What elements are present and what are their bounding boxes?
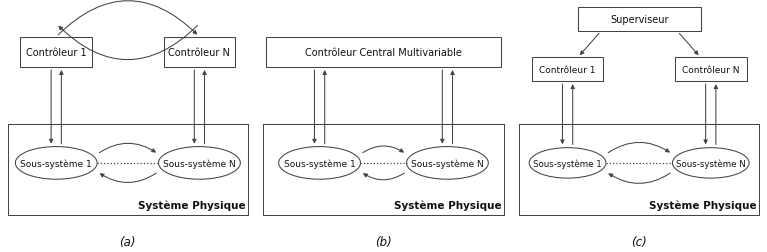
Ellipse shape [407,147,489,179]
Text: Sous-système 1: Sous-système 1 [284,159,355,168]
Text: Système Physique: Système Physique [138,199,245,210]
Text: Superviseur: Superviseur [610,15,668,25]
Text: Système Physique: Système Physique [650,199,757,210]
Ellipse shape [673,148,749,178]
FancyBboxPatch shape [675,58,746,82]
Text: Contrôleur Central Multivariable: Contrôleur Central Multivariable [305,48,462,58]
Ellipse shape [15,147,97,179]
Text: Contrôleur 1: Contrôleur 1 [26,48,87,58]
FancyBboxPatch shape [532,58,604,82]
Text: Sous-système N: Sous-système N [411,159,484,168]
FancyBboxPatch shape [163,38,235,68]
Ellipse shape [159,147,240,179]
FancyBboxPatch shape [519,124,759,215]
Text: Sous-système 1: Sous-système 1 [21,159,92,168]
Text: Sous-système N: Sous-système N [676,159,746,168]
FancyBboxPatch shape [8,124,248,215]
Text: Sous-système 1: Sous-système 1 [533,159,602,168]
Ellipse shape [278,147,360,179]
Text: Sous-système N: Sous-système N [163,159,235,168]
Text: (b): (b) [375,235,392,248]
Text: Contrôleur 1: Contrôleur 1 [539,66,596,75]
Text: Contrôleur N: Contrôleur N [682,66,739,75]
Text: Système Physique: Système Physique [393,199,501,210]
Ellipse shape [529,148,606,178]
FancyBboxPatch shape [578,8,700,32]
Text: (c): (c) [631,235,647,248]
FancyBboxPatch shape [266,38,501,68]
FancyBboxPatch shape [21,38,92,68]
FancyBboxPatch shape [263,124,504,215]
Text: Contrôleur N: Contrôleur N [169,48,230,58]
Text: (a): (a) [120,235,136,248]
